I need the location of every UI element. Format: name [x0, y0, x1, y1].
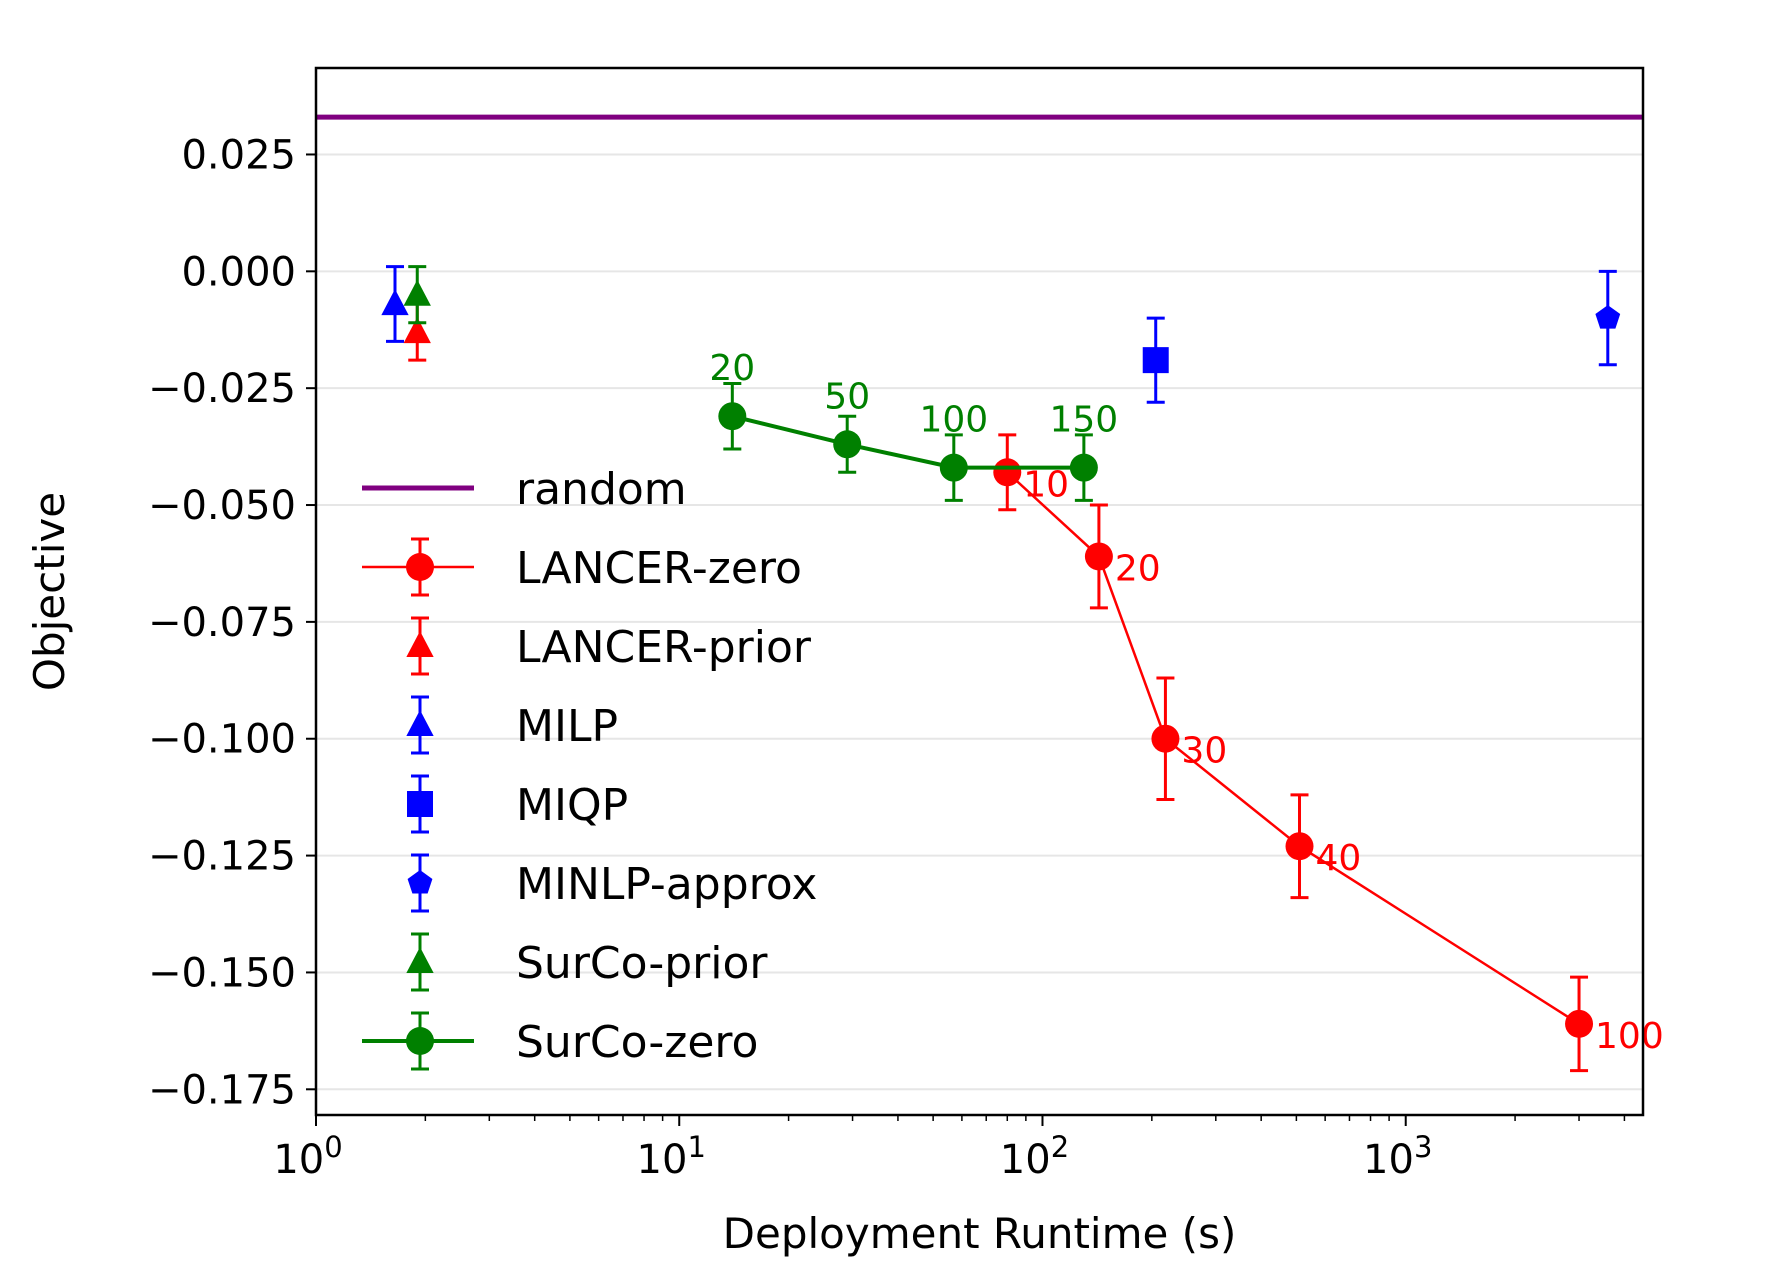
- y-tick-label: −0.025: [148, 366, 296, 412]
- legend-item-LANCER-zero: LANCER-zero: [362, 537, 802, 597]
- legend-item-LANCER-prior: LANCER-prior: [406, 616, 812, 676]
- y-tick-label: −0.125: [148, 834, 296, 880]
- legend-label: LANCER-zero: [516, 543, 802, 594]
- marker-circle: [939, 453, 968, 482]
- y-tick-label: 0.025: [181, 132, 296, 178]
- series-LANCER-zero: [993, 433, 1594, 1073]
- point-labels: 10 20 30 40 100 20 50 100 150: [709, 348, 1663, 1057]
- data-label: 40: [1316, 838, 1362, 879]
- series-MILP: [381, 265, 409, 343]
- marker-circle: [1151, 724, 1180, 753]
- legend-item-SurCo-prior: SurCo-prior: [406, 932, 768, 992]
- marker-triangle: [403, 279, 431, 306]
- legend-item-MILP: MILP: [406, 695, 618, 755]
- y-tick-label: −0.175: [148, 1067, 296, 1113]
- marker-circle: [406, 1027, 434, 1055]
- data-label: 20: [1115, 548, 1161, 589]
- legend-item-random: random: [362, 464, 687, 515]
- marker-circle: [406, 553, 434, 581]
- marker-circle: [1565, 1009, 1594, 1038]
- legend-label: random: [516, 464, 687, 515]
- marker-triangle: [406, 631, 434, 658]
- y-tick-label: −0.100: [148, 717, 296, 763]
- y-tick-label: −0.150: [148, 950, 296, 996]
- legend-label: MIQP: [516, 780, 628, 831]
- y-axis: 0.025 0.000 −0.025 −0.050 −0.075 −0.100 −0.125…: [148, 132, 316, 1113]
- marker-circle: [1084, 542, 1113, 571]
- grid-lines: [316, 153, 1643, 1091]
- data-label: 50: [824, 376, 870, 417]
- series-SurCo-prior: [403, 265, 431, 325]
- y-tick-label: 0.000: [181, 249, 296, 295]
- data-label: 100: [919, 400, 988, 441]
- legend-label: SurCo-zero: [516, 1017, 758, 1068]
- legend-label: MILP: [516, 701, 618, 752]
- legend-item-MIQP: MIQP: [407, 774, 628, 834]
- legend-label: MINLP-approx: [516, 859, 817, 910]
- series-MIQP: [1142, 316, 1169, 404]
- y-tick-label: −0.050: [148, 483, 296, 529]
- data-label: 150: [1050, 400, 1119, 441]
- marker-circle: [993, 458, 1022, 487]
- plot-frame: [314, 66, 1645, 1117]
- series-line: [731, 414, 1084, 470]
- x-axis-title: Deployment Runtime (s): [723, 1209, 1237, 1258]
- legend: random LANCER-zero LANCER-prior MILP MIQP MIN…: [362, 464, 817, 1071]
- series-SurCo-zero: [718, 382, 1098, 502]
- legend-label: SurCo-prior: [516, 938, 768, 989]
- data-label: 20: [709, 348, 755, 389]
- legend-item-SurCo-zero: SurCo-zero: [362, 1011, 758, 1071]
- marker-triangle: [381, 289, 409, 316]
- marker-square: [407, 791, 433, 817]
- data-label: 10: [1023, 464, 1069, 505]
- marker-circle: [1285, 832, 1314, 861]
- plot-series: [316, 114, 1643, 1073]
- marker-pentagon: [407, 870, 433, 894]
- marker-circle: [1069, 453, 1098, 482]
- marker-triangle: [403, 317, 431, 344]
- data-label: 30: [1181, 731, 1227, 772]
- marker-circle: [833, 430, 862, 459]
- legend-item-MINLP-approx: MINLP-approx: [407, 853, 817, 913]
- legend-label: LANCER-prior: [516, 622, 812, 673]
- marker-circle: [718, 402, 747, 431]
- data-label: 100: [1595, 1016, 1664, 1057]
- marker-square: [1142, 347, 1169, 374]
- series-MINLP-approx: [1595, 269, 1621, 367]
- marker-triangle: [406, 947, 434, 974]
- y-axis-title: Objective: [25, 492, 74, 691]
- marker-pentagon: [1595, 305, 1621, 329]
- y-tick-label: −0.075: [148, 600, 296, 646]
- marker-triangle: [406, 710, 434, 737]
